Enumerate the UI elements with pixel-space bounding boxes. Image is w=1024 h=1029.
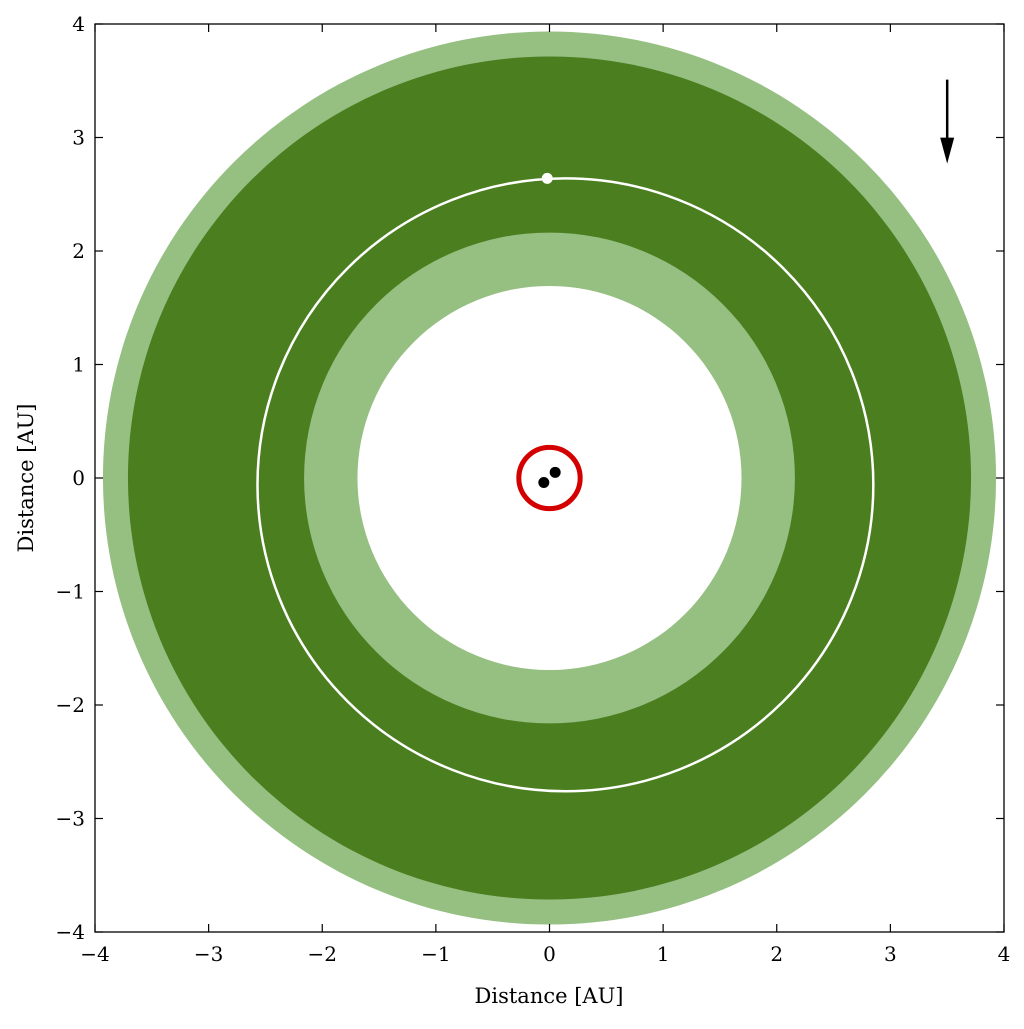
planet-orbit [256, 177, 875, 793]
y-tick-label: 1 [72, 353, 85, 377]
x-axis-label: Distance [AU] [475, 984, 624, 1008]
x-tick-label: 4 [998, 942, 1011, 966]
y-tick-label: −2 [56, 693, 85, 717]
x-tick-label: −1 [421, 942, 450, 966]
planet-marker [541, 172, 553, 184]
y-tick-label: 4 [72, 12, 85, 36]
binary-orbit-circle [516, 444, 583, 512]
y-tick-label: −1 [56, 580, 85, 604]
y-tick-label: 0 [72, 466, 85, 490]
x-tick-label: −3 [194, 942, 223, 966]
direction-arrow-head [940, 137, 955, 164]
x-tick-label: 1 [657, 942, 670, 966]
x-tick-label: −4 [80, 942, 109, 966]
y-tick-label: −3 [56, 807, 85, 831]
zone-inner-empty [357, 285, 742, 671]
y-axis-label: Distance [AU] [14, 404, 38, 553]
star-2 [538, 477, 550, 489]
x-tick-label: 3 [884, 942, 897, 966]
x-tick-label: 2 [770, 942, 783, 966]
x-tick-label: −2 [308, 942, 337, 966]
star-1 [549, 466, 561, 478]
y-tick-label: −4 [56, 920, 85, 944]
y-tick-label: 2 [72, 239, 85, 263]
y-tick-label: 3 [72, 126, 85, 150]
x-tick-label: 0 [543, 942, 556, 966]
